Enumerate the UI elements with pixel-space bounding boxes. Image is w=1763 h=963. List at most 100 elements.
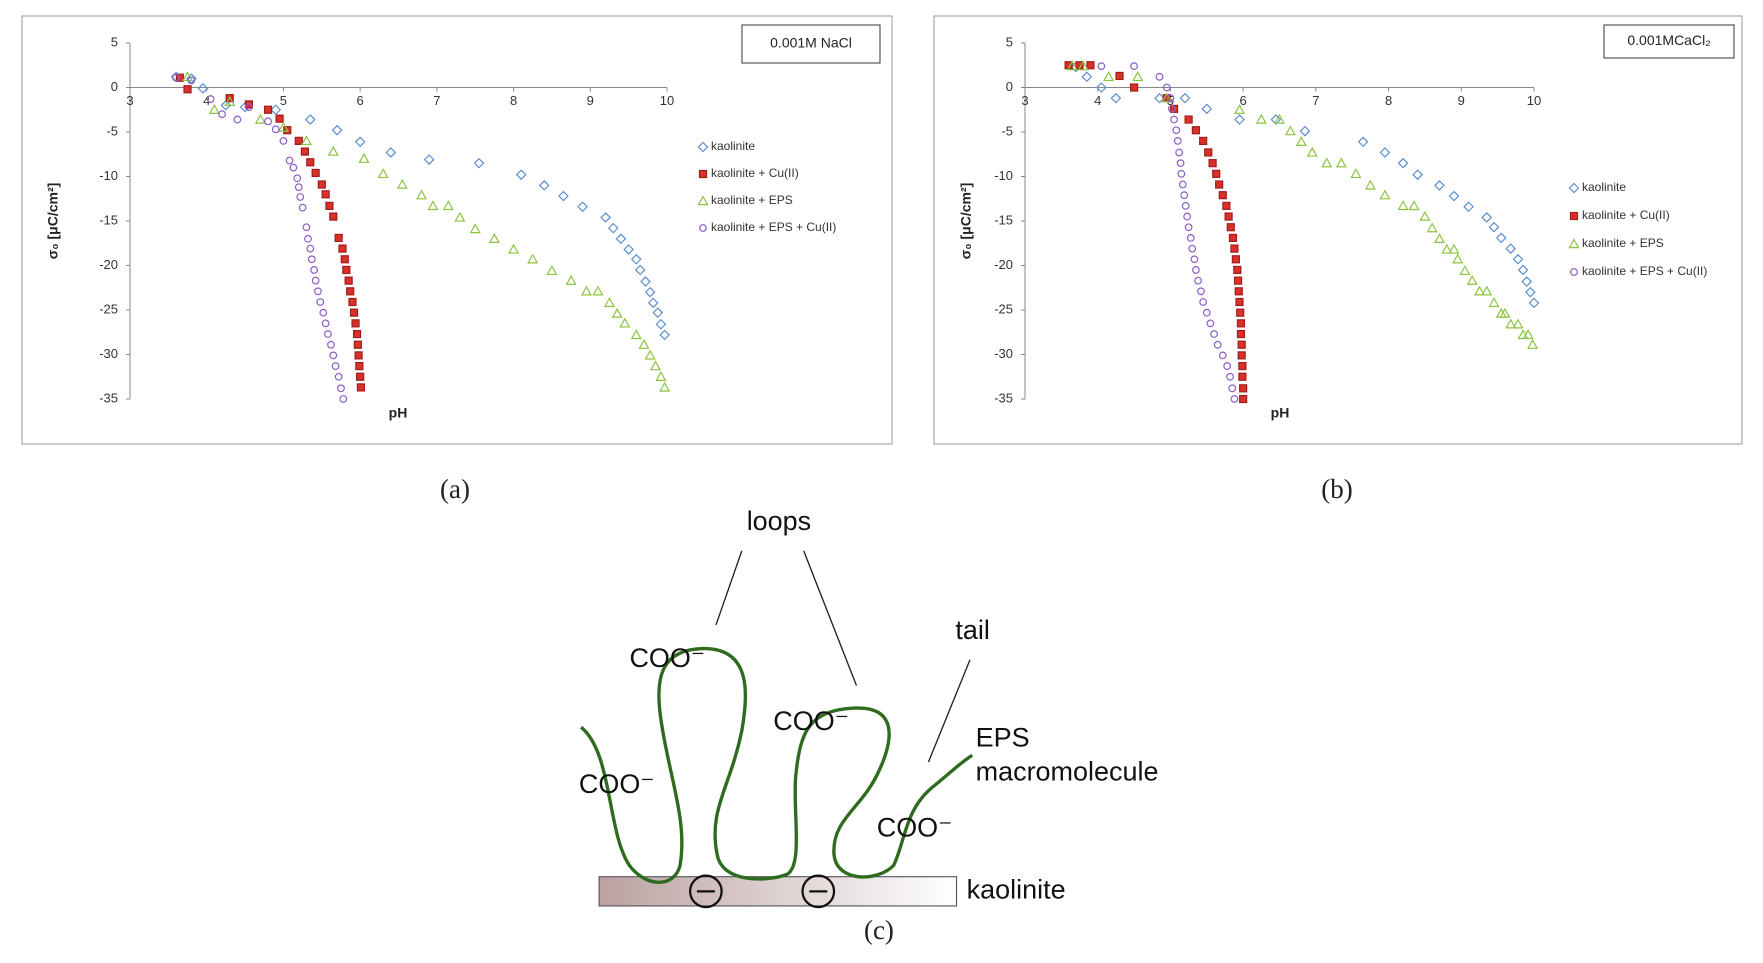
data-point — [611, 307, 623, 318]
data-point — [1512, 318, 1524, 329]
legend-label: kaolinite + EPS + Cu(II) — [1582, 264, 1707, 278]
data-point — [1230, 395, 1239, 403]
legend-marker — [1568, 238, 1580, 249]
data-point — [1178, 180, 1187, 189]
annotation: 0.001M NaCl — [770, 35, 852, 51]
x-axis-label: pH — [1271, 405, 1290, 421]
data-point — [603, 297, 615, 308]
data-point — [1335, 157, 1347, 168]
data-point — [1434, 180, 1445, 191]
data-point — [1132, 71, 1144, 82]
y-tick-label: -35 — [994, 390, 1013, 405]
x-tick-label: 4 — [203, 93, 210, 108]
data-point — [580, 285, 592, 296]
leader-line — [715, 550, 743, 626]
data-point — [264, 117, 272, 126]
y-tick-label: -10 — [99, 168, 118, 183]
y-tick-label: -25 — [994, 301, 1013, 316]
data-point — [356, 383, 366, 392]
data-point — [1173, 136, 1182, 145]
panel-label: (b) — [1321, 474, 1352, 504]
leader-line — [803, 550, 858, 686]
y-tick-label: 5 — [1006, 34, 1013, 49]
data-point — [623, 244, 634, 255]
data-point — [358, 152, 370, 163]
legend-marker — [697, 141, 709, 153]
data-point — [1234, 287, 1243, 296]
data-point — [1170, 115, 1178, 124]
data-point — [638, 338, 650, 349]
x-tick-label: 3 — [126, 93, 133, 108]
data-point — [285, 156, 294, 165]
data-point — [515, 169, 527, 181]
eps-label: macromolecule — [976, 756, 1159, 786]
data-point — [1194, 276, 1202, 285]
data-point — [508, 243, 520, 254]
data-point — [1169, 104, 1179, 113]
data-point — [630, 253, 642, 265]
y-axis-label: σ₀ [μC/cm²] — [45, 183, 61, 260]
data-point — [1273, 113, 1286, 124]
annotation-box — [741, 24, 881, 64]
data-point — [1184, 223, 1193, 232]
data-point — [1222, 201, 1231, 210]
series — [172, 73, 348, 403]
data-point — [275, 114, 284, 123]
data-point — [1176, 159, 1185, 168]
data-point — [340, 255, 349, 264]
data-point — [218, 110, 226, 119]
data-point — [310, 266, 319, 274]
data-point — [1231, 255, 1240, 264]
y-tick-label: -30 — [994, 346, 1013, 361]
data-point — [1212, 169, 1221, 178]
x-tick-label: 8 — [510, 93, 517, 108]
y-tick-label: -10 — [994, 168, 1013, 183]
carboxyl-label: COO⁻ — [773, 706, 849, 736]
data-point — [304, 114, 316, 125]
y-axis-label: σ₀ [μC/cm²] — [958, 183, 974, 260]
data-point — [644, 286, 656, 298]
data-point — [1236, 308, 1245, 317]
data-point — [1179, 92, 1191, 104]
data-point — [300, 147, 310, 156]
y-tick-label: -35 — [99, 390, 118, 405]
data-point — [233, 115, 242, 124]
data-point — [644, 349, 656, 360]
data-point — [337, 384, 345, 393]
x-tick-label: 10 — [1527, 93, 1541, 108]
data-point — [1213, 340, 1222, 349]
annotation-box — [1603, 24, 1735, 59]
chart: 5 0 -5 -10 -15 -20 -25 -30 -35 3 4 5 6 7 8 9 10 pH σ₀ [μC/… — [21, 15, 893, 445]
x-tick-label: 3 — [1021, 93, 1028, 108]
data-point — [254, 113, 266, 124]
data-point — [1223, 362, 1232, 370]
data-point — [652, 307, 664, 319]
data-point — [1215, 180, 1224, 189]
data-point — [1237, 340, 1246, 349]
data-point — [245, 103, 253, 111]
data-point — [469, 223, 481, 234]
data-point — [302, 223, 311, 232]
data-point — [311, 276, 320, 285]
data-point — [206, 95, 215, 103]
data-point — [1466, 274, 1478, 285]
y-tick-label: -5 — [106, 123, 118, 138]
data-point — [1237, 351, 1246, 360]
data-point — [346, 287, 355, 296]
legend-label: kaolinite — [711, 139, 755, 153]
negative-charge — [801, 874, 836, 909]
data-point — [172, 73, 180, 82]
carboxyl-label: COO⁻ — [579, 769, 655, 799]
data-point — [324, 330, 332, 338]
data-point — [1226, 223, 1235, 232]
data-point — [600, 212, 611, 223]
series — [1097, 62, 1239, 403]
data-point — [1181, 201, 1190, 210]
data-point — [1321, 157, 1333, 168]
data-point — [1239, 394, 1248, 404]
data-point — [1499, 307, 1511, 318]
data-point — [1206, 319, 1215, 328]
tail-label: tail — [955, 615, 989, 645]
legend-label: kaolinite + EPS — [1582, 236, 1664, 250]
data-point — [1521, 276, 1533, 287]
